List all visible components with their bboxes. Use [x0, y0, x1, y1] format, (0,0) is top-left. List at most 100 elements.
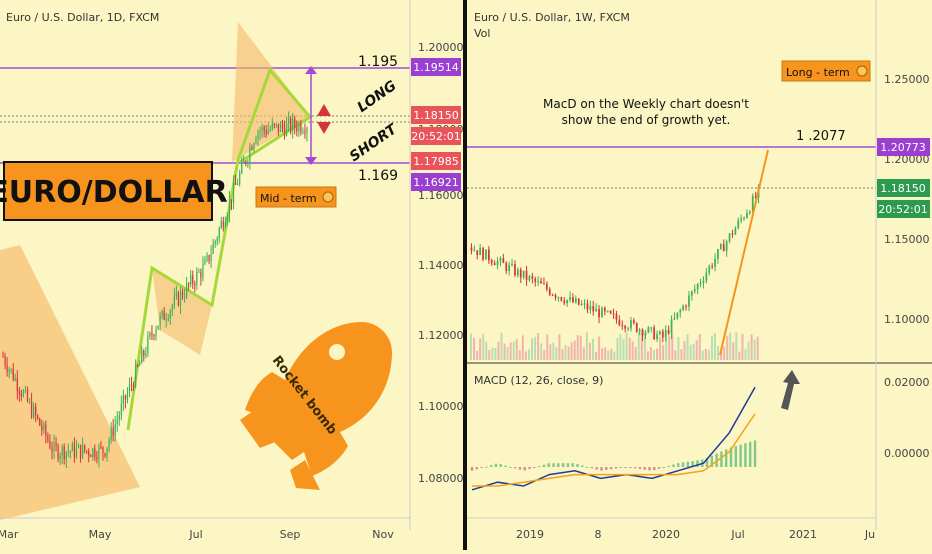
volume-bar	[714, 333, 716, 360]
candle-body	[75, 447, 78, 457]
weekly-chart-panel[interactable]: Euro / U.S. Dollar, 1W, FXCM Vol MacD on…	[467, 0, 932, 541]
left-xtick: Mar	[0, 528, 19, 541]
macd-hist-bar	[600, 467, 603, 471]
candle-body	[61, 446, 63, 456]
candle-body	[574, 298, 577, 303]
volume-bar	[546, 334, 549, 360]
weekly-candles	[470, 184, 760, 343]
candle-body	[751, 196, 754, 212]
volume-bar	[564, 345, 567, 360]
candle-body	[63, 446, 65, 460]
candle-body	[519, 269, 522, 278]
candle-body	[69, 451, 71, 453]
candle-body	[696, 284, 699, 290]
volume-bar	[595, 351, 598, 360]
candle-body	[673, 317, 676, 320]
title-box-text: EURO/DOLLAR	[0, 175, 228, 210]
volume-bar	[588, 342, 591, 360]
volume-bar	[567, 346, 570, 360]
volume-bar	[607, 350, 610, 360]
candle-body	[288, 118, 290, 124]
candle-body	[124, 395, 127, 400]
volume-bar	[695, 340, 698, 360]
volume-bar	[634, 346, 637, 360]
volume-bar	[665, 337, 668, 360]
left-xtick: Nov	[372, 528, 394, 541]
candle-body	[73, 443, 76, 457]
volume-bar	[485, 341, 488, 360]
candle-body	[49, 440, 51, 449]
candle-body	[104, 453, 106, 457]
volume-bar	[613, 351, 616, 360]
candle-body	[708, 265, 711, 273]
candle-body	[682, 305, 685, 311]
candle-body	[754, 196, 757, 198]
candle-body	[679, 310, 682, 313]
candle-body	[241, 161, 243, 173]
candle-body	[664, 329, 667, 338]
volume-bar	[521, 335, 524, 360]
candle-body	[630, 320, 632, 329]
candle-body	[511, 264, 513, 266]
volume-bar	[512, 341, 515, 360]
left-xaxis[interactable]: Mar May Jul Sep Nov	[0, 528, 394, 541]
candle-body	[487, 249, 490, 261]
hand-icon	[856, 65, 868, 77]
volume-bar	[649, 347, 652, 360]
green-trend-path	[126, 67, 313, 431]
candle-body	[717, 249, 719, 259]
candle-body	[239, 172, 241, 184]
candle-body	[298, 123, 300, 132]
volume-bar	[637, 332, 640, 360]
macd-label: MACD (12, 26, close, 9)	[474, 374, 603, 387]
volume-bar	[756, 336, 759, 360]
macd-hist-bar	[681, 462, 685, 467]
volume-bar	[631, 341, 634, 360]
candle-body	[10, 368, 12, 370]
macd-hist-bar	[533, 467, 536, 468]
macd-hist-bar	[547, 463, 550, 467]
candle-body	[563, 300, 566, 304]
volume-bar	[710, 335, 713, 360]
volume-bar	[506, 347, 509, 360]
panel-separator	[463, 0, 467, 550]
candle-body	[263, 127, 265, 131]
candle-body	[159, 315, 161, 326]
candle-body	[88, 450, 90, 456]
left-xtick: Sep	[280, 528, 301, 541]
macd-hist-bar	[581, 465, 584, 467]
volume-bar	[692, 343, 695, 360]
hand-icon	[322, 191, 334, 203]
candle-body	[65, 451, 67, 460]
macd-hist-bar	[696, 460, 699, 467]
candle-body	[269, 129, 271, 131]
macd-hist-bar	[691, 461, 694, 467]
candle-body	[210, 253, 212, 262]
candle-body	[265, 130, 267, 134]
candle-body	[635, 323, 638, 332]
candle-body	[606, 310, 609, 312]
candle-body	[641, 329, 644, 336]
volume-bar	[701, 350, 704, 360]
candle-body	[676, 312, 679, 318]
right-xaxis[interactable]: 2019 8 2020 Jul 2021 Ju	[516, 528, 875, 541]
candle-body	[647, 327, 650, 333]
candle-body	[14, 378, 16, 381]
candle-body	[122, 395, 124, 404]
volume-bar	[470, 333, 472, 360]
right-yaxis[interactable]: 1.25000 1.20000 1.15000 1.10000 0.02000 …	[884, 73, 930, 460]
candle-body	[505, 263, 508, 271]
candle-body	[548, 289, 551, 295]
arrow-down-icon	[305, 157, 317, 165]
volume-bar	[732, 342, 735, 360]
volume-bar	[558, 334, 561, 360]
candle-body	[137, 365, 139, 367]
candle-body	[304, 131, 306, 134]
macd-hist-bar	[720, 451, 723, 467]
long-marker-icon	[317, 104, 331, 116]
right-xtick: Jul	[730, 528, 744, 541]
candle-body	[719, 244, 722, 250]
macd-hist-bar	[504, 465, 507, 467]
volume-bar	[720, 351, 723, 360]
macd-hist-bar	[710, 455, 714, 467]
